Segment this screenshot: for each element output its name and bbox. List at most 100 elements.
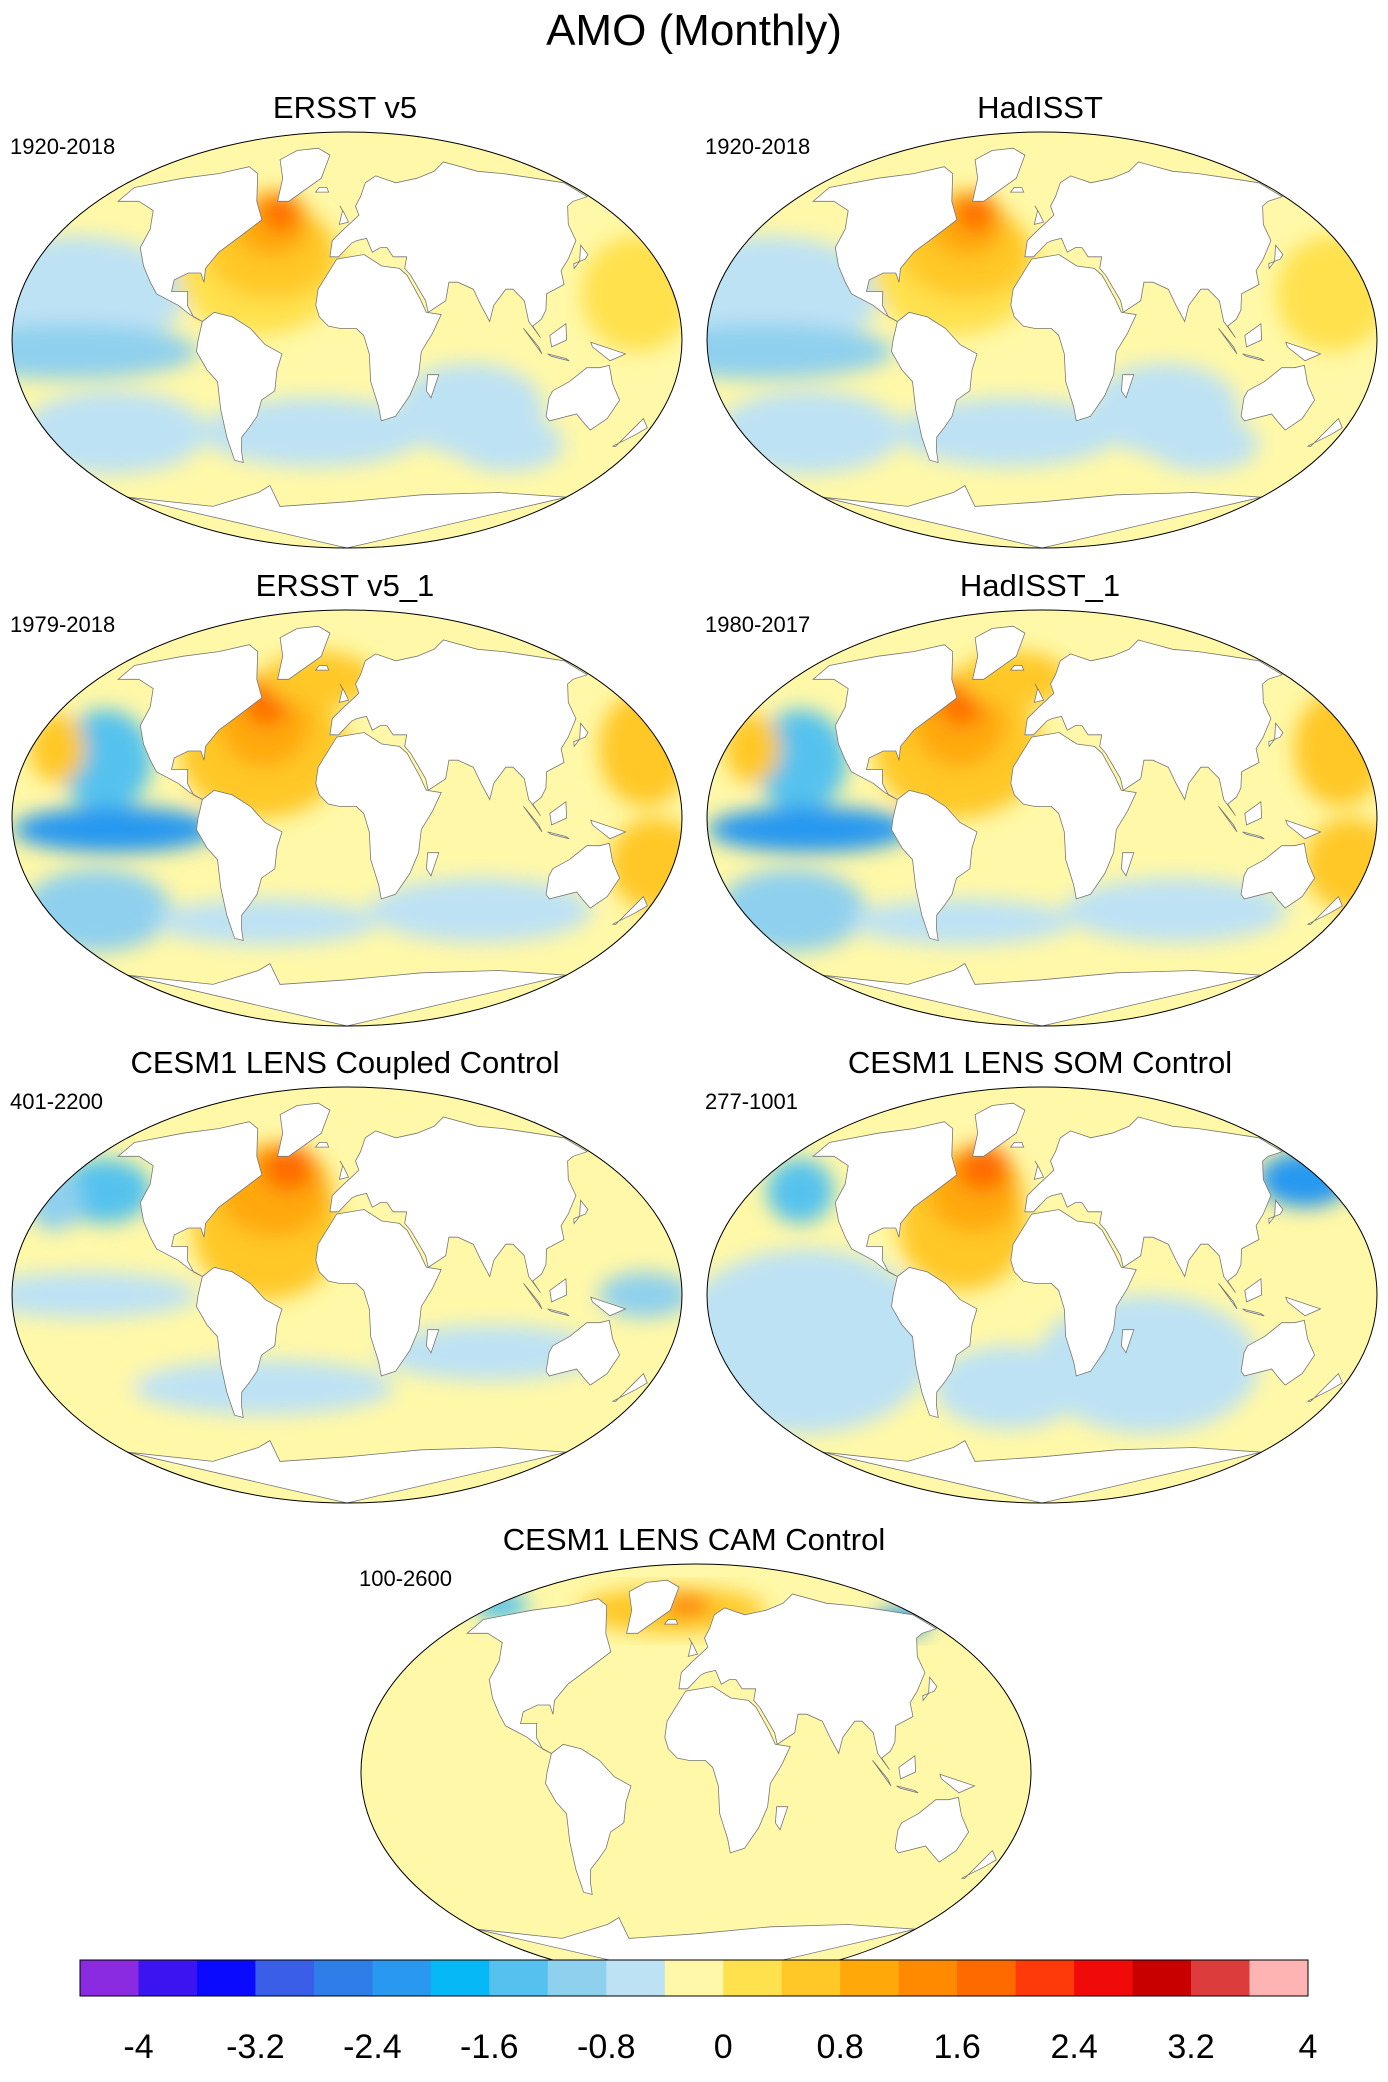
land-mass — [872, 1760, 892, 1787]
land-mass — [1242, 831, 1265, 840]
panel-period: 1920-2018 — [705, 134, 811, 159]
land-mass — [590, 1296, 627, 1317]
land-mass — [1307, 895, 1343, 925]
land-mass — [117, 644, 263, 800]
land-mass — [812, 644, 958, 800]
land-mass — [1307, 417, 1343, 447]
colorbar-cell — [1249, 1960, 1309, 1996]
land-mass — [612, 895, 648, 925]
land-mass — [1285, 1296, 1322, 1317]
land-mass — [1009, 187, 1025, 193]
map-panel: ERSST v5_1 1979-2018 — [0, 568, 690, 1028]
colorbar-cell — [197, 1960, 256, 1996]
panel-period: 277-1001 — [705, 1089, 798, 1114]
land-mass — [891, 1266, 978, 1419]
world-map — [11, 1086, 683, 1504]
anomaly-region — [12, 1271, 199, 1319]
anomaly-region — [133, 1359, 394, 1416]
anomaly-region — [22, 868, 172, 952]
anomaly-region — [29, 714, 86, 784]
panel-period: 1980-2017 — [705, 612, 811, 637]
land-mass — [1240, 842, 1316, 909]
land-mass — [1120, 1329, 1135, 1354]
land-mass — [922, 1676, 938, 1702]
land-mass — [117, 1121, 263, 1277]
land-mass — [196, 311, 283, 464]
land-mass — [1307, 1372, 1343, 1402]
land-mass — [573, 722, 589, 748]
land-mass — [961, 1849, 997, 1879]
map-panel: CESM1 LENS CAM Control 100-2600 — [349, 1522, 1039, 1982]
land-mass — [549, 1278, 568, 1303]
land-mass — [127, 1440, 567, 1503]
land-mass — [663, 1619, 679, 1625]
panel-period: 100-2600 — [359, 1566, 452, 1591]
land-mass — [117, 166, 263, 322]
land-mass — [612, 417, 648, 447]
anomaly-region — [368, 878, 593, 943]
anomaly-region — [849, 898, 1074, 946]
anomaly-region — [202, 397, 426, 468]
land-mass — [939, 1773, 976, 1794]
land-mass — [1242, 353, 1265, 362]
land-mass — [196, 1266, 283, 1419]
colorbar-cell — [1074, 1960, 1134, 1996]
land-mass — [573, 244, 589, 270]
land-mass — [1240, 1319, 1316, 1386]
land-mass — [523, 328, 543, 355]
anomaly-region — [12, 806, 218, 853]
land-mass — [1120, 852, 1135, 877]
land-mass — [1218, 328, 1238, 355]
land-mass — [549, 801, 568, 826]
land-mass — [1010, 254, 1137, 422]
map-panel: CESM1 LENS SOM Control 277-1001 — [695, 1045, 1385, 1505]
panel-period: 1920-2018 — [10, 134, 116, 159]
land-mass — [547, 1308, 570, 1317]
land-mass — [277, 625, 331, 680]
land-mass — [545, 1743, 632, 1896]
panel-title: CESM1 LENS SOM Control — [847, 1045, 1233, 1080]
map-outline — [706, 131, 1378, 549]
anomaly-region — [707, 323, 894, 380]
anomaly-region — [724, 714, 781, 784]
land-mass — [822, 1440, 1262, 1503]
anomaly-region — [1258, 1151, 1352, 1208]
land-mass — [545, 364, 621, 431]
anomaly-region — [262, 1144, 315, 1191]
land-mass — [338, 205, 350, 225]
land-mass — [1242, 1308, 1265, 1317]
land-mass — [127, 963, 567, 1026]
land-mass — [425, 852, 440, 877]
land-mass — [315, 732, 442, 900]
land-mass — [1024, 639, 1284, 816]
colorbar-tick-label: -3.2 — [226, 2028, 285, 2066]
land-mass — [476, 1917, 916, 1980]
colorbar-tick-label: -1.6 — [460, 2028, 519, 2066]
land-mass — [545, 842, 621, 909]
colorbar-cell — [138, 1960, 198, 1996]
land-mass — [774, 1806, 789, 1831]
panel-title: ERSST v5 — [272, 90, 418, 125]
panel-title: CESM1 LENS Coupled Control — [130, 1045, 560, 1080]
map-outline — [706, 1086, 1378, 1504]
land-mass — [1285, 819, 1322, 840]
land-mass — [822, 963, 1262, 1026]
land-mass — [338, 1160, 350, 1180]
colorbar-tick-label: 4 — [1298, 2028, 1318, 2066]
land-mass — [1024, 1116, 1284, 1293]
figure-title: AMO (Monthly) — [546, 6, 842, 55]
map-panel: HadISST 1920-2018 — [695, 90, 1385, 550]
anomaly-region — [1063, 878, 1288, 943]
anomaly-region — [664, 1596, 710, 1615]
land-mass — [277, 147, 331, 202]
land-mass — [1033, 1160, 1045, 1180]
world-map — [706, 609, 1378, 1027]
colorbar-cell — [1132, 1960, 1192, 1996]
land-mass — [812, 1121, 958, 1277]
land-mass — [1240, 364, 1316, 431]
world-map — [706, 131, 1378, 549]
anomaly-region — [766, 1158, 834, 1224]
land-mass — [315, 254, 442, 422]
map-panel: ERSST v5 1920-2018 — [0, 90, 690, 550]
land-mass — [466, 1598, 612, 1754]
